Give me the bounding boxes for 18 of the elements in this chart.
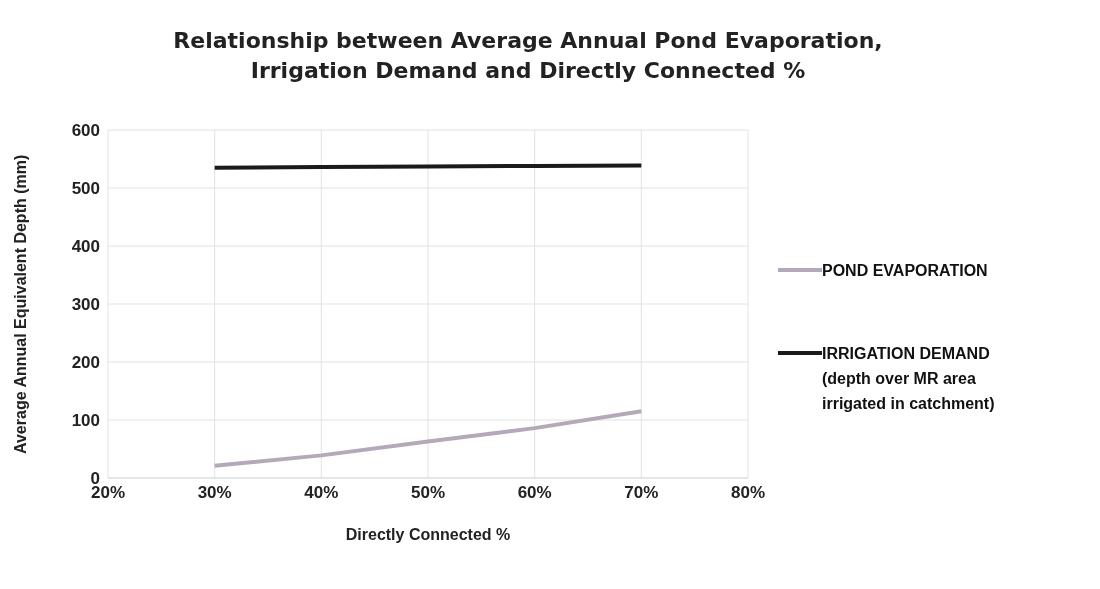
legend-label: POND EVAPORATION (822, 261, 989, 281)
y-tick-label: 100 (71, 411, 100, 431)
x-axis-title: Directly Connected % (345, 526, 511, 543)
y-tick-label: 300 (71, 295, 100, 315)
x-tick-label: 80% (730, 483, 766, 503)
y-tick-label: 500 (71, 179, 100, 199)
x-tick-label: 40% (304, 483, 339, 503)
legend-label: IRRIGATION DEMAND (depth over MR area irrigated in catchment) (822, 344, 996, 414)
y-tick-label: 200 (71, 353, 100, 373)
y-axis-title: Average Annual Equivalent Depth (mm) (11, 154, 29, 454)
x-tick-label: 60% (517, 483, 552, 503)
x-tick-label: 30% (197, 483, 232, 503)
x-tick-label: 70% (624, 483, 659, 503)
chart-title: Relationship between Average Annual Pond Evaporation, Irrigation Demand and Directly Connected % (172, 27, 884, 85)
y-tick-label: 600 (71, 121, 100, 141)
y-tick-label: 400 (71, 237, 100, 257)
line-series (212, 409, 644, 468)
x-tick-label: 50% (410, 483, 446, 503)
